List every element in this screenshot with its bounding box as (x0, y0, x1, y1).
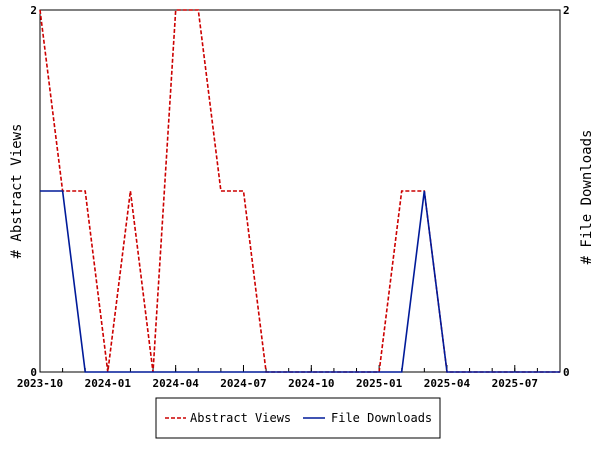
series-layer (39, 9, 560, 373)
legend-label-abstract-views: Abstract Views (190, 411, 291, 425)
x-tick-label: 2024-07 (220, 377, 266, 390)
y-axis-right-title: # File Downloads (579, 130, 595, 265)
x-tick-label: 2023-10 (17, 377, 63, 390)
x-tick-label: 2024-01 (85, 377, 132, 390)
x-tick-label: 2025-07 (492, 377, 538, 390)
x-tick-label: 2025-04 (424, 377, 471, 390)
x-tick-label: 2025-01 (356, 377, 403, 390)
y-left-tick-label: 0 (30, 366, 37, 379)
y-right-tick-label: 0 (563, 366, 570, 379)
x-tick-label: 2024-04 (152, 377, 199, 390)
legend: Abstract Views File Downloads (155, 397, 441, 439)
x-axis: 2023-10 2024-01 2024-04 2024-07 2024-10 2025-… (17, 365, 561, 390)
y-right-tick-label: 2 (563, 4, 570, 17)
legend-label-file-downloads: File Downloads (331, 411, 432, 425)
y-left-tick-label: 2 (30, 4, 37, 17)
y-axis-left-title: # Abstract Views (9, 124, 25, 259)
legend-box (155, 397, 441, 439)
series-line-file-downloads (40, 190, 560, 373)
plot-area (39, 9, 561, 373)
x-tick-label: 2024-10 (288, 377, 334, 390)
